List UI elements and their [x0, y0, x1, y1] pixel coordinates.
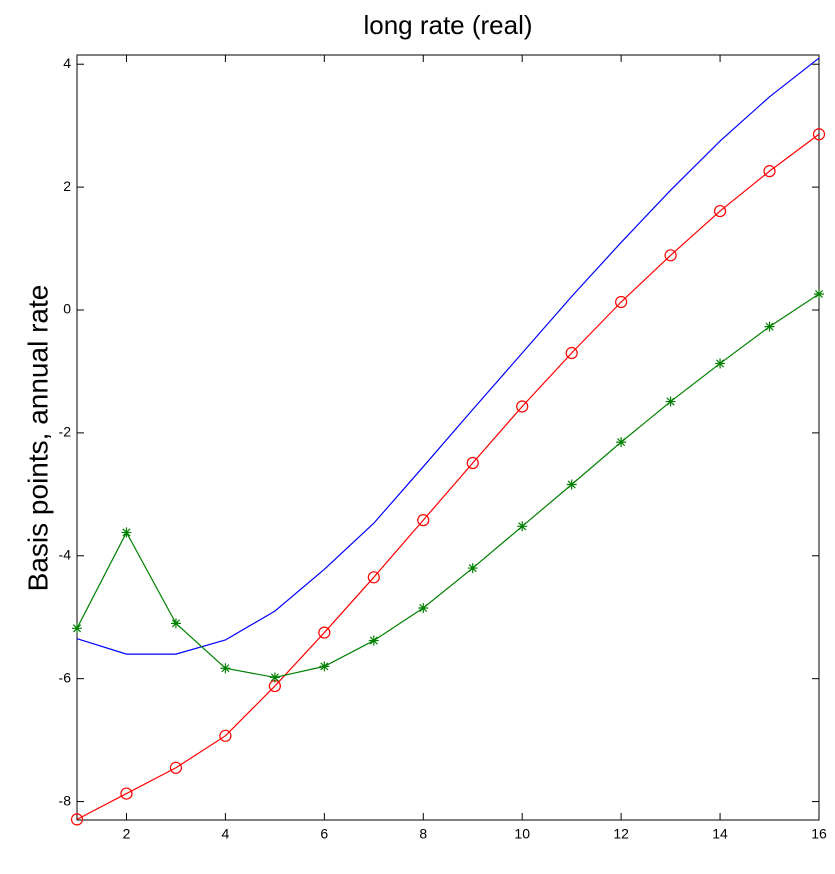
- point: [467, 563, 478, 574]
- point: [616, 437, 627, 448]
- point: [764, 321, 775, 332]
- point: [517, 521, 528, 532]
- plot-frame: [76, 54, 820, 821]
- point: [219, 729, 232, 742]
- point: [713, 204, 727, 218]
- x-tick-label: 2: [123, 826, 131, 842]
- y-tick-label: -4: [59, 546, 72, 562]
- y-axis-label: Basis points, annual rate: [22, 285, 53, 592]
- point: [814, 289, 824, 300]
- point: [220, 663, 231, 674]
- x-tick-label: 10: [514, 826, 530, 842]
- x-tick-label: 16: [811, 826, 827, 842]
- point: [664, 249, 677, 262]
- point: [516, 400, 529, 413]
- point: [269, 672, 280, 683]
- point: [565, 346, 578, 360]
- y-tick-label: -2: [59, 424, 72, 440]
- point: [466, 456, 479, 470]
- y-tick-label: 4: [63, 55, 71, 71]
- point: [72, 623, 82, 634]
- y-tick-label: -8: [59, 792, 72, 808]
- point: [665, 396, 676, 407]
- point: [715, 358, 726, 369]
- point: [417, 514, 430, 527]
- x-tick-label: 8: [419, 826, 427, 842]
- x-tick-label: 12: [613, 826, 629, 842]
- point: [763, 165, 776, 178]
- line: [76, 293, 820, 679]
- x-tick-label: 6: [320, 826, 328, 842]
- point: [120, 787, 133, 800]
- point: [70, 813, 84, 826]
- x-tick-label: 4: [222, 826, 230, 842]
- point: [367, 571, 380, 584]
- line: [76, 133, 820, 820]
- chart-title: long rate (real): [363, 10, 532, 40]
- point: [319, 661, 330, 672]
- point: [318, 626, 331, 639]
- point: [368, 635, 379, 646]
- x-tick-label: 14: [712, 826, 728, 842]
- point: [812, 128, 826, 141]
- point: [169, 761, 183, 774]
- point: [418, 603, 429, 614]
- point: [170, 618, 181, 629]
- line: [76, 57, 820, 655]
- point: [121, 527, 132, 538]
- point: [566, 479, 577, 490]
- y-tick-label: 0: [63, 301, 71, 317]
- y-tick-label: -6: [59, 669, 72, 685]
- point: [615, 295, 628, 309]
- y-tick-label: 2: [63, 178, 71, 194]
